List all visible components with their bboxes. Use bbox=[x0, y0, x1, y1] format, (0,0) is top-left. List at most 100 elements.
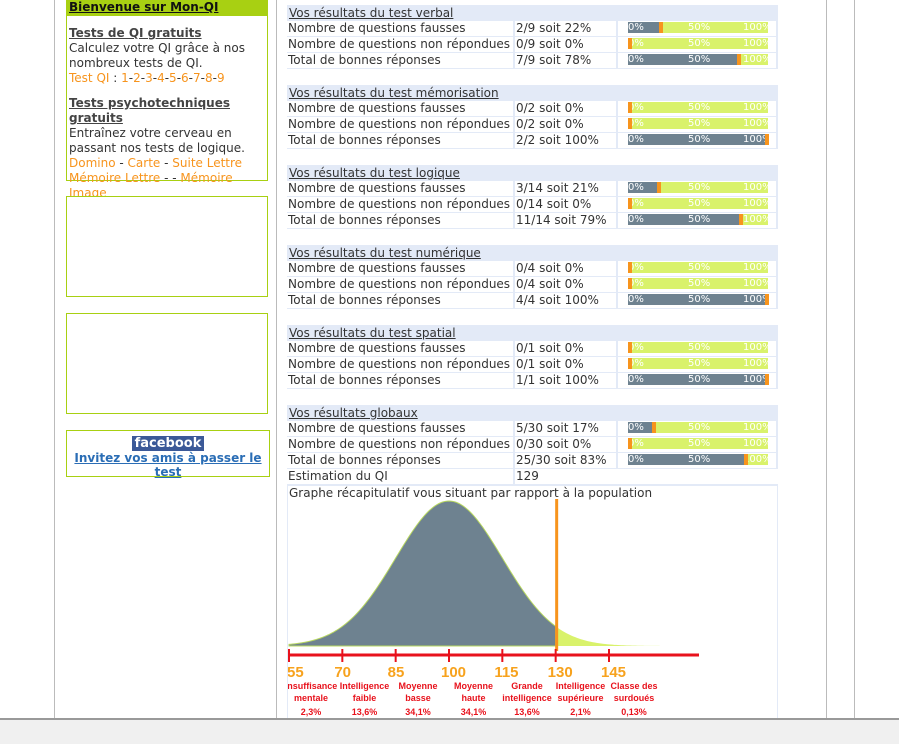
iq-test-link[interactable]: Test QI bbox=[69, 71, 110, 85]
bar-label-50: 50% bbox=[688, 438, 711, 449]
progress-marker bbox=[744, 454, 749, 465]
psy-test-link[interactable]: Domino bbox=[69, 156, 116, 170]
progress-bar: 0% 50% 100% bbox=[628, 454, 772, 465]
result-row: Total de bonnes réponses 2/2 soit 100% 0… bbox=[287, 133, 778, 149]
facebook-invite-link[interactable]: Invitez vos amis à passer le test bbox=[74, 451, 262, 479]
row-value: 0/4 soit 0% bbox=[515, 261, 618, 276]
result-row: Nombre de questions fausses 0/2 soit 0% … bbox=[287, 101, 778, 117]
bar-label-100: 100% bbox=[743, 38, 772, 49]
bar-label-0: 0% bbox=[628, 374, 644, 385]
bar-label-0: 0% bbox=[628, 134, 644, 145]
result-section: Vos résultats du test logique Nombre de … bbox=[287, 165, 778, 229]
result-row: Nombre de questions non répondues 0/30 s… bbox=[287, 437, 778, 453]
progress-cell: 0% 50% 100% bbox=[618, 421, 778, 436]
bar-label-50: 50% bbox=[688, 182, 711, 193]
row-value: 5/30 soit 17% bbox=[515, 421, 618, 436]
section-title: Vos résultats du test spatial bbox=[287, 325, 778, 341]
class-name: Intelligence bbox=[556, 681, 606, 691]
iq-test-number-link[interactable]: 8 bbox=[205, 71, 213, 85]
iq-tests-text: Calculez votre QI grâce à nos nombreux t… bbox=[69, 41, 245, 70]
iq-test-number-link[interactable]: 5 bbox=[169, 71, 177, 85]
tick-label: 115 bbox=[494, 664, 518, 681]
progress-marker bbox=[738, 214, 743, 225]
bar-label-100: 100% bbox=[743, 358, 772, 369]
progress-marker bbox=[628, 198, 632, 209]
progress-fill bbox=[628, 22, 659, 33]
iq-test-number-link[interactable]: 6 bbox=[181, 71, 189, 85]
bar-label-100: 100% bbox=[743, 454, 772, 465]
iq-test-number-link[interactable]: 1 bbox=[121, 71, 129, 85]
progress-bar: 0% 50% 100% bbox=[628, 438, 772, 449]
class-name: Moyenne bbox=[398, 681, 437, 691]
facebook-logo[interactable]: facebook bbox=[131, 436, 205, 451]
bar-label-50: 50% bbox=[688, 374, 711, 385]
bar-label-0: 0% bbox=[628, 342, 644, 353]
row-label: Nombre de questions fausses bbox=[287, 421, 515, 436]
progress-bar: 0% 50% 100% bbox=[628, 38, 772, 49]
psy-tests-title[interactable]: Tests psychotechniques gratuits bbox=[69, 96, 230, 125]
progress-cell: 0% 50% 100% bbox=[618, 277, 778, 292]
bar-label-50: 50% bbox=[688, 278, 711, 289]
result-row: Nombre de questions non répondues 0/9 so… bbox=[287, 37, 778, 53]
tick-label: 55 bbox=[288, 664, 304, 681]
progress-fill bbox=[628, 454, 745, 465]
status-bar bbox=[0, 718, 899, 744]
bar-label-50: 50% bbox=[688, 54, 711, 65]
bar-label-100: 100% bbox=[743, 214, 772, 225]
psy-test-link[interactable]: Mémoire Lettre bbox=[69, 171, 161, 185]
result-section: Vos résultats du test verbal Nombre de q… bbox=[287, 5, 778, 69]
iq-tests-title[interactable]: Tests de QI gratuits bbox=[69, 26, 202, 40]
iq-estimate-label: Estimation du QI bbox=[287, 469, 515, 484]
result-section: Vos résultats du test mémorisation Nombr… bbox=[287, 85, 778, 149]
progress-marker bbox=[765, 134, 769, 145]
bar-label-0: 0% bbox=[628, 454, 644, 465]
bar-label-100: 100% bbox=[743, 294, 772, 305]
psy-test-link[interactable]: Carte bbox=[127, 156, 161, 170]
progress-marker bbox=[628, 102, 632, 113]
bar-label-100: 100% bbox=[743, 342, 772, 353]
row-label: Nombre de questions fausses bbox=[287, 341, 515, 356]
row-label: Nombre de questions fausses bbox=[287, 261, 515, 276]
iq-test-number-link[interactable]: 7 bbox=[193, 71, 201, 85]
result-row: Total de bonnes réponses 1/1 soit 100% 0… bbox=[287, 373, 778, 389]
progress-marker bbox=[628, 438, 632, 449]
sidebar: Bienvenue sur Mon-QI Tests de QI gratuit… bbox=[66, 0, 270, 479]
result-row: Nombre de questions fausses 2/9 soit 22%… bbox=[287, 21, 778, 37]
progress-cell: 0% 50% 100% bbox=[618, 101, 778, 116]
result-row: Total de bonnes réponses 7/9 soit 78% 0%… bbox=[287, 53, 778, 69]
progress-cell: 0% 50% 100% bbox=[618, 261, 778, 276]
ad-box bbox=[66, 196, 268, 297]
iq-test-number-link[interactable]: 2 bbox=[133, 71, 141, 85]
progress-cell: 0% 50% 100% bbox=[618, 213, 778, 228]
bar-label-50: 50% bbox=[688, 118, 711, 129]
class-name: Moyenne bbox=[454, 681, 493, 691]
section-title: Vos résultats globaux bbox=[287, 405, 778, 421]
divider bbox=[276, 0, 277, 718]
progress-bar: 0% 50% 100% bbox=[628, 54, 772, 65]
progress-fill bbox=[628, 182, 658, 193]
progress-cell: 0% 50% 100% bbox=[618, 117, 778, 132]
progress-bar: 0% 50% 100% bbox=[628, 102, 772, 113]
bar-label-50: 50% bbox=[688, 294, 711, 305]
progress-bar: 0% 50% 100% bbox=[628, 262, 772, 273]
progress-marker bbox=[658, 22, 663, 33]
graph-title: Graphe récapitulatif vous situant par ra… bbox=[289, 486, 653, 500]
class-percent: 2,1% bbox=[570, 707, 591, 717]
psy-test-link[interactable]: Suite Lettre bbox=[172, 156, 243, 170]
row-value: 0/14 soit 0% bbox=[515, 197, 618, 212]
bar-label-50: 50% bbox=[688, 22, 711, 33]
iq-test-number-link[interactable]: 3 bbox=[145, 71, 153, 85]
progress-cell: 0% 50% 100% bbox=[618, 453, 778, 468]
bar-label-100: 100% bbox=[743, 22, 772, 33]
progress-cell: 0% 50% 100% bbox=[618, 181, 778, 196]
bar-label-50: 50% bbox=[688, 262, 711, 273]
iq-estimate-row: Estimation du QI 129 bbox=[287, 469, 778, 485]
bar-label-0: 0% bbox=[628, 102, 644, 113]
tick-label: 70 bbox=[334, 664, 351, 681]
progress-marker bbox=[657, 182, 662, 193]
iq-test-number-link[interactable]: 9 bbox=[216, 71, 225, 85]
progress-cell: 0% 50% 100% bbox=[618, 53, 778, 68]
bar-label-0: 0% bbox=[628, 278, 644, 289]
divider bbox=[826, 0, 827, 718]
iq-test-number-link[interactable]: 4 bbox=[157, 71, 165, 85]
